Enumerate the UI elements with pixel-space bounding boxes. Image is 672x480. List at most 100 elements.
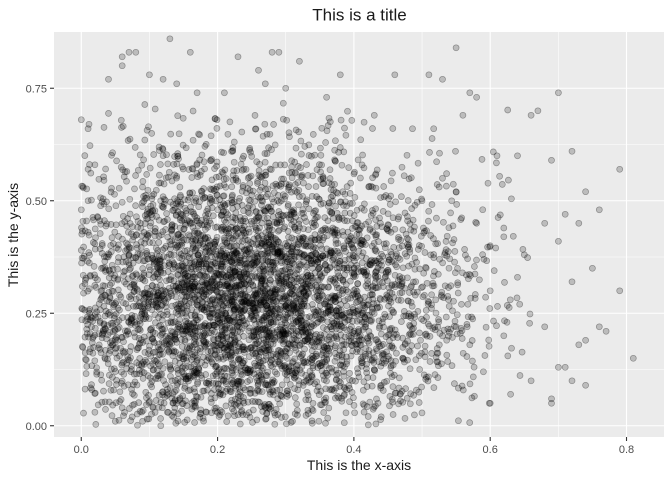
scatter-point [452,323,460,331]
scatter-point [401,209,409,217]
scatter-point [251,261,259,269]
scatter-point [409,216,417,224]
scatter-point [179,349,187,357]
scatter-point [110,328,117,336]
scatter-point [240,207,247,215]
scatter-point [174,286,182,294]
scatter-point [357,136,365,144]
scatter-point [378,250,385,258]
scatter-point [281,336,289,343]
scatter-point [177,191,184,199]
scatter-point [315,338,322,346]
scatter-point [130,329,138,337]
scatter-point [362,345,370,352]
scatter-point [241,307,248,315]
scatter-point [261,158,269,166]
scatter-point [373,166,381,174]
scatter-point [272,180,280,188]
scatter-point [439,332,446,340]
scatter-point [309,131,317,138]
scatter-point [326,263,334,271]
scatter-point [433,214,440,222]
scatter-point [168,177,176,185]
scatter-point [144,372,152,379]
scatter-point [160,290,168,298]
scatter-point [153,302,161,310]
scatter-point [292,336,299,344]
scatter-point [484,179,492,187]
scatter-point [330,387,338,394]
scatter-point [190,296,197,303]
scatter-point [216,251,223,259]
scatter-point [347,352,355,360]
scatter-point [222,219,230,226]
scatter-point [271,336,278,344]
scatter-point [211,259,219,267]
scatter-point [270,240,277,248]
scatter-point [228,363,235,371]
scatter-point [314,343,322,351]
scatter-point [425,71,433,79]
scatter-point [281,192,289,200]
scatter-point [339,362,346,369]
scatter-point [195,260,203,268]
scatter-point [161,295,168,303]
scatter-point [541,323,549,331]
scatter-point [208,253,216,261]
scatter-point [259,364,267,372]
scatter-point [313,193,320,200]
scatter-point [471,295,479,302]
scatter-point [414,246,422,253]
scatter-point [189,273,197,281]
scatter-point [200,243,207,251]
scatter-point [232,347,240,354]
scatter-point [215,413,223,420]
scatter-point [86,142,94,149]
scatter-point [387,248,395,256]
scatter-point [325,202,332,210]
scatter-point [218,290,226,297]
scatter-point [299,253,307,260]
scatter-point [402,312,410,320]
y-tick-label: 0.50 [26,196,47,208]
scatter-point [249,187,257,195]
scatter-point [309,399,317,407]
scatter-point [193,89,201,97]
scatter-point [224,315,232,322]
scatter-point [166,35,174,43]
scatter-point [500,332,508,340]
scatter-point [296,296,304,303]
scatter-point [412,356,420,364]
scatter-point [173,80,181,88]
scatter-point [189,286,197,294]
scatter-point [262,243,269,250]
scatter-point [91,304,99,312]
scatter-point [186,374,194,382]
scatter-point [164,334,172,342]
scatter-point [188,174,196,181]
scatter-point [159,338,166,346]
scatter-point [253,158,261,166]
scatter-point [118,220,126,227]
scatter-point [101,398,109,406]
scatter-point [337,116,345,124]
scatter-point [191,388,199,396]
scatter-point [450,297,457,305]
scatter-point [169,265,177,273]
scatter-point [195,364,202,372]
scatter-point [251,291,258,299]
scatter-point [400,355,407,363]
scatter-point [157,287,165,295]
scatter-point [303,388,311,396]
scatter-point [126,135,134,143]
scatter-point [254,217,261,224]
scatter-point [222,324,229,332]
scatter-point [320,180,327,187]
scatter-point [215,293,223,300]
scatter-point [220,296,227,303]
scatter-point [406,348,414,356]
scatter-point [285,214,293,222]
scatter-point [287,342,295,349]
scatter-point [156,266,164,274]
scatter-point [207,219,214,227]
